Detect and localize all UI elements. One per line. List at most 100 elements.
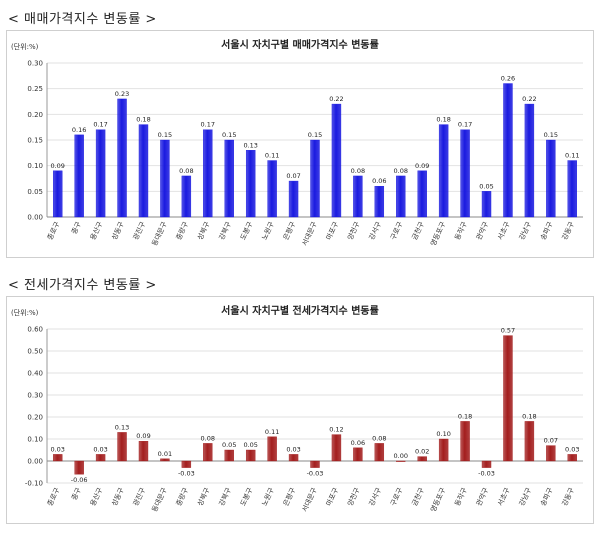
chart0-category-label: 동대문구 — [151, 220, 169, 247]
chart0-value-label: 0.08 — [351, 167, 365, 175]
chart1-value-label: 0.18 — [522, 412, 536, 420]
chart1-category-label: 성동구 — [110, 486, 127, 508]
chart1-value-label: 0.05 — [243, 441, 257, 449]
chart1-ytick-label: 0.00 — [27, 458, 43, 466]
chart0-bar — [117, 98, 127, 218]
chart1-ytick-label: 0.30 — [27, 392, 43, 400]
chart1-category-label: 동작구 — [453, 486, 470, 508]
chart1-bar — [524, 421, 535, 462]
chart1-value-label: 0.18 — [458, 412, 472, 420]
chart0-bar — [396, 175, 406, 218]
chart1-bar — [331, 434, 342, 462]
chart0-value-label: 0.18 — [136, 116, 150, 124]
chart1-bar — [160, 458, 170, 462]
chart1-value-label: 0.06 — [351, 439, 365, 447]
chart0-bar — [567, 160, 577, 218]
chart1-category-label: 중랑구 — [175, 486, 191, 507]
chart1-value-label: 0.01 — [158, 450, 172, 458]
chart1-category-label: 성북구 — [195, 486, 212, 508]
chart1-value-label: 0.03 — [93, 445, 107, 453]
chart1-bar — [245, 449, 256, 462]
chart0-value-label: 0.15 — [222, 131, 236, 139]
chart1-category-label: 종로구 — [46, 486, 62, 507]
chart1-bar — [288, 454, 299, 462]
jeonse-index-chart: 서울시 자치구별 전세가격지수 변동률 (단위:%) -0.10 0.00 0.10 0.… — [11, 304, 583, 514]
chart1-bar — [138, 440, 149, 462]
chart1-bar — [438, 438, 449, 462]
jeonse-chart-panel: 서울시 자치구별 전세가격지수 변동률 (단위:%) -0.10 0.00 0.10 0.… — [6, 296, 594, 524]
chart1-bar — [546, 445, 556, 462]
chart0-value-label: 0.17 — [93, 121, 107, 129]
section-title-jeonse: < 전세가격지수 변동률 > — [8, 278, 157, 293]
chart1-bar — [203, 443, 213, 462]
chart0-bar — [95, 129, 106, 218]
chart1-category-label: 중구 — [70, 486, 83, 502]
chart0-ytick-label: 0.15 — [27, 137, 43, 145]
chart0-category-label: 성동구 — [110, 220, 127, 242]
chart1-value-label: 0.08 — [372, 434, 386, 442]
chart0-category-label: 용산구 — [88, 220, 105, 242]
chart1-bar — [310, 460, 320, 468]
chart1-category-label: 강동구 — [560, 486, 577, 508]
sale-chart-panel: 서울시 자치구별 매매가격지수 변동률 (단위:%) 0.00 0.05 0.10 0.1… — [6, 30, 594, 258]
chart1-category-label: 영등포구 — [428, 486, 447, 514]
chart1-title: 서울시 자치구별 전세가격지수 변동률 — [221, 304, 379, 317]
chart1-bar — [53, 454, 63, 462]
chart0-category-label: 구로구 — [389, 220, 405, 241]
chart0-ytick-label: 0.05 — [27, 188, 43, 196]
chart0-category-label: 강남구 — [517, 220, 534, 242]
chart1-category-label: 마포구 — [324, 486, 341, 508]
chart1-category-label: 강남구 — [517, 486, 534, 508]
chart0-bar — [374, 185, 385, 218]
chart0-bar — [546, 139, 556, 218]
chart0-value-label: 0.18 — [436, 116, 450, 124]
chart1-category-label: 강북구 — [217, 486, 234, 508]
chart1-value-label: -0.03 — [178, 470, 195, 478]
chart0-category-label: 은평구 — [281, 220, 298, 242]
chart1-value-label: 0.08 — [201, 434, 215, 442]
chart1-value-label: 0.00 — [394, 452, 408, 460]
chart0-ytick-label: 0.10 — [27, 162, 43, 170]
chart0-category-label: 강동구 — [560, 220, 577, 242]
chart0-category-label: 관악구 — [474, 220, 491, 242]
chart0-bar — [288, 180, 299, 218]
chart0-bar — [460, 129, 470, 218]
chart0-category-label: 도봉구 — [239, 220, 255, 241]
chart1-ytick-label: 0.40 — [27, 370, 43, 378]
chart0-category-label: 광진구 — [131, 220, 148, 242]
chart0-category-label: 동작구 — [453, 220, 470, 242]
chart1-value-label: -0.03 — [307, 470, 324, 478]
chart0-value-label: 0.09 — [50, 162, 64, 170]
chart0-bar — [245, 150, 256, 218]
chart1-category-label: 양천구 — [345, 486, 362, 508]
chart0-value-label: 0.08 — [179, 167, 193, 175]
chart1-category-label: 송파구 — [538, 486, 555, 508]
chart0-unit-label: (단위:%) — [11, 42, 39, 51]
chart1-value-label: 0.03 — [50, 445, 64, 453]
chart0-value-label: 0.15 — [158, 131, 172, 139]
chart0-category-label: 마포구 — [324, 220, 341, 242]
chart1-category-label: 구로구 — [389, 486, 405, 507]
chart1-category-label: 용산구 — [88, 486, 105, 508]
chart1-bar — [481, 460, 492, 468]
chart0-category-label: 서대문구 — [300, 220, 319, 248]
chart0-category-label: 중구 — [70, 220, 83, 236]
chart1-category-label: 강서구 — [367, 486, 384, 508]
section-title-sale: < 매매가격지수 변동률 > — [8, 12, 157, 27]
chart1-value-label: 0.03 — [286, 445, 300, 453]
chart1-ytick-label: 0.20 — [27, 414, 43, 422]
chart0-value-label: 0.07 — [286, 172, 300, 180]
chart1-value-label: 0.03 — [565, 445, 579, 453]
chart1-bar — [567, 454, 577, 462]
chart1-bar — [95, 454, 106, 462]
chart0-value-label: 0.22 — [522, 95, 536, 103]
chart1-value-label: 0.02 — [415, 448, 429, 456]
chart0-bar — [524, 103, 535, 218]
chart0-bar — [203, 129, 213, 218]
chart1-ytick-label: 0.10 — [27, 436, 43, 444]
chart0-bar — [224, 139, 234, 218]
chart1-bar — [460, 421, 470, 462]
chart0-value-label: 0.26 — [501, 75, 515, 83]
chart1-category-label: 서초구 — [495, 486, 512, 508]
chart0-bar — [331, 103, 342, 218]
